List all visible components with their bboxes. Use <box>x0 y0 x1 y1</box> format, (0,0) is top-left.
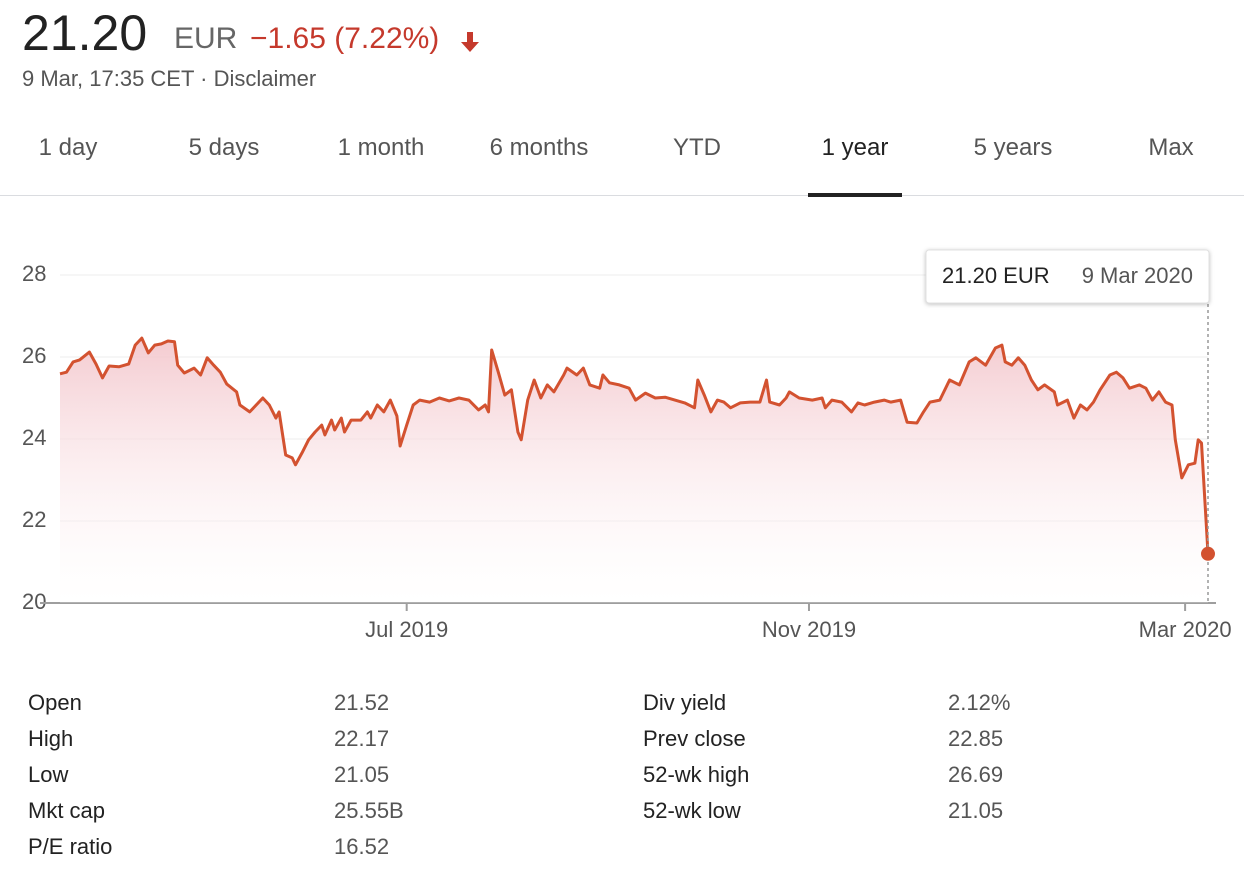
last-point <box>1201 546 1215 561</box>
area <box>60 338 1208 603</box>
tooltip-date: 9 Mar 2020 <box>1082 263 1193 288</box>
range-tab[interactable]: Max <box>1148 134 1194 161</box>
range-tab[interactable]: 5 years <box>973 134 1053 161</box>
stat-label: 52-wk high <box>643 762 750 787</box>
x-tick-label: Jul 2019 <box>365 617 448 642</box>
range-tabs: 1 day 5 days 1 month 6 months YTD 1 year 5 yea… <box>0 100 1244 197</box>
chart: 20 22 24 26 28 Jul 2019 Nov 2019 Mar 2020 21.20 … <box>22 249 1232 642</box>
stat-label: Div yield <box>643 690 727 715</box>
stat-value: 22.85 <box>948 726 1004 751</box>
y-tick-label: 26 <box>22 343 46 368</box>
stat-value: 2.12% <box>948 690 1011 715</box>
stat-label: Low <box>28 762 69 787</box>
stat-value: 21.52 <box>334 690 390 715</box>
range-tab[interactable]: 5 days <box>188 134 260 161</box>
timestamp: 9 Mar, 17:35 CET · Disclaimer <box>22 66 317 91</box>
y-tick-label: 22 <box>22 507 46 532</box>
stat-value: 26.69 <box>948 762 1004 787</box>
y-tick-label: 28 <box>22 261 46 286</box>
x-tick-label: Mar 2020 <box>1139 617 1232 642</box>
stat-label: Mkt cap <box>28 798 106 823</box>
tooltip-box <box>925 249 1210 304</box>
stat-label: P/E ratio <box>28 834 113 859</box>
currency: EUR <box>174 22 238 55</box>
stat-label: Prev close <box>643 726 746 751</box>
range-tab[interactable]: YTD <box>673 134 721 161</box>
range-tab[interactable]: 6 months <box>489 134 589 161</box>
stat-value: 16.52 <box>334 834 390 859</box>
range-tab[interactable]: 1 day <box>38 134 98 161</box>
y-tick-label: 24 <box>22 425 46 450</box>
stat-value: 25.55B <box>334 798 404 823</box>
stat-label: Open <box>28 690 82 715</box>
price-change: −1.65 (7.22%) <box>250 22 440 55</box>
stat-label: 52-wk low <box>643 798 741 823</box>
tooltip-value: 21.20 EUR <box>942 263 1050 288</box>
stat-label: High <box>28 726 74 751</box>
price-line <box>59 336 1210 554</box>
y-tick-label: 20 <box>22 589 46 614</box>
range-tab[interactable]: 1 year <box>821 134 889 161</box>
stat-value: 21.05 <box>948 798 1004 823</box>
stat-value: 21.05 <box>334 762 390 787</box>
x-tick-label: Nov 2019 <box>762 617 856 642</box>
stat-value: 22.17 <box>334 726 390 751</box>
active-underline <box>808 193 902 197</box>
range-tab[interactable]: 1 month <box>337 134 425 161</box>
down-arrow <box>461 32 479 52</box>
price: 21.20 <box>22 5 148 61</box>
